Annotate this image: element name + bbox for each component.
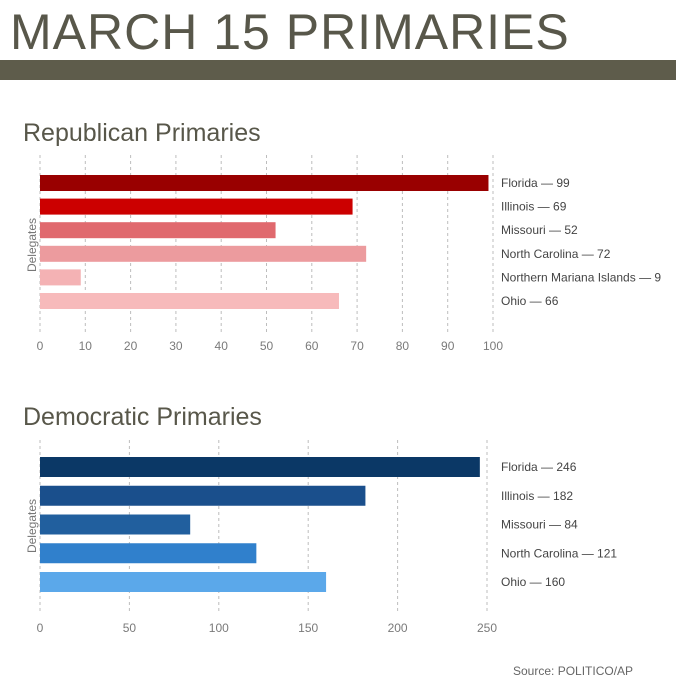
republican-chart: 0 10 20 30 40 50 60 70 80 90 100 Delegates Florida —… — [25, 155, 661, 353]
source-note: Source: POLITICO/AP — [513, 664, 634, 678]
republican-axis-label: Delegates — [25, 218, 39, 272]
democratic-chart-title: Democratic Primaries — [23, 403, 262, 431]
republican-tick-label: 30 — [169, 339, 183, 353]
republican-data-label-northern-mariana-islands: Northern Mariana Islands — 9 — [501, 270, 661, 284]
democratic-tick-label: 150 — [298, 621, 318, 635]
republican-tick-label: 70 — [350, 339, 364, 353]
republican-tick-label: 0 — [37, 339, 44, 353]
democratic-data-label-ohio: Ohio — 160 — [501, 575, 565, 589]
republican-bar-illinois — [40, 198, 353, 215]
democratic-tick-label: 100 — [209, 621, 229, 635]
republican-tick-label: 90 — [441, 339, 455, 353]
republican-bar-northern-mariana-islands — [40, 269, 81, 286]
republican-tick-label: 80 — [396, 339, 410, 353]
democratic-bar-north-carolina — [40, 543, 257, 564]
republican-tick-label: 40 — [215, 339, 229, 353]
republican-tick-label: 50 — [260, 339, 274, 353]
democratic-axis-label: Delegates — [25, 499, 39, 553]
democratic-tick-label: 50 — [123, 621, 137, 635]
page-title: MARCH 15 PRIMARIES — [10, 4, 570, 60]
republican-data-label-missouri: Missouri — 52 — [501, 223, 578, 237]
democratic-data-label-north-carolina: North Carolina — 121 — [501, 546, 617, 560]
democratic-tick-label: 250 — [477, 621, 497, 635]
republican-data-label-florida: Florida — 99 — [501, 176, 570, 190]
republican-tick-label: 60 — [305, 339, 319, 353]
republican-bar-florida — [40, 175, 489, 191]
republican-bar-missouri — [40, 222, 276, 239]
democratic-data-label-illinois: Illinois — 182 — [501, 489, 573, 503]
democratic-bar-florida — [40, 457, 480, 477]
democratic-tick-label: 200 — [388, 621, 408, 635]
democratic-bar-ohio — [40, 572, 327, 592]
democratic-tick-label: 0 — [37, 621, 44, 635]
democratic-bar-illinois — [40, 485, 366, 506]
republican-data-label-north-carolina: North Carolina — 72 — [501, 247, 611, 261]
republican-bar-north-carolina — [40, 245, 367, 262]
republican-chart-title: Republican Primaries — [23, 119, 261, 147]
title-bar — [0, 60, 676, 80]
republican-tick-label: 10 — [79, 339, 93, 353]
republican-tick-label: 20 — [124, 339, 138, 353]
democratic-data-label-florida: Florida — 246 — [501, 460, 577, 474]
republican-data-label-ohio: Ohio — 66 — [501, 294, 559, 308]
democratic-data-label-missouri: Missouri — 84 — [501, 518, 578, 532]
democratic-chart: 0 50 100 150 200 250 Delegates Florida — 246 Ill… — [25, 440, 617, 635]
republican-bar-ohio — [40, 293, 339, 309]
democratic-bar-missouri — [40, 514, 191, 535]
republican-tick-label: 100 — [483, 339, 503, 353]
republican-data-label-illinois: Illinois — 69 — [501, 200, 567, 214]
